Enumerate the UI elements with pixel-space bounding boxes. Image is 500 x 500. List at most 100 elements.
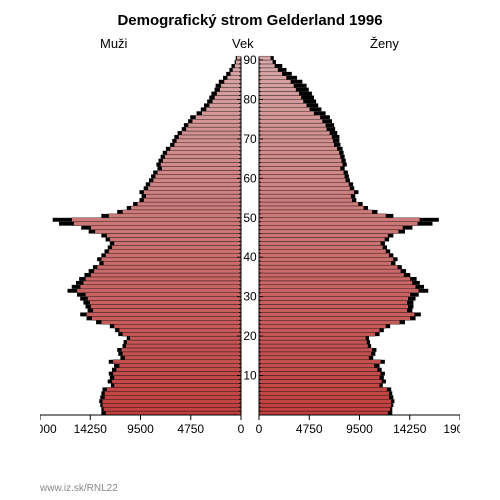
y-tick-label: 60: [243, 171, 257, 185]
male-bar: [170, 147, 241, 151]
female-bar: [259, 60, 273, 64]
male-bar: [146, 194, 241, 198]
male-bar: [212, 99, 241, 103]
female-bar: [259, 72, 282, 76]
male-bar: [192, 119, 241, 123]
male-bar: [123, 332, 241, 336]
y-tick-label: 30: [243, 290, 257, 304]
female-bar: [259, 80, 291, 84]
female-bar: [259, 383, 380, 387]
female-bar: [259, 167, 340, 171]
male-bar: [161, 163, 241, 167]
male-bar: [220, 88, 241, 92]
female-bar: [259, 281, 412, 285]
female-bar: [259, 336, 366, 340]
female-bar: [259, 174, 345, 178]
male-bar: [107, 234, 241, 238]
female-bar: [259, 352, 371, 356]
male-bar: [155, 174, 241, 178]
x-tick-label: 0: [256, 422, 263, 436]
plot-area: 1900019000142501425095009500475047500010…: [40, 55, 460, 445]
male-bar: [162, 167, 241, 171]
male-bar: [221, 84, 241, 88]
male-bar: [83, 281, 241, 285]
female-bar: [259, 64, 275, 68]
female-bar: [259, 88, 296, 92]
female-bar: [259, 265, 398, 269]
male-bar: [215, 96, 241, 100]
female-bar: [259, 107, 310, 111]
male-bar: [130, 336, 241, 340]
x-tick-label: 4750: [177, 422, 204, 436]
female-bar: [259, 68, 278, 72]
male-bar: [167, 151, 241, 155]
male-bar: [106, 411, 241, 415]
female-bar: [259, 368, 377, 372]
male-bar: [72, 218, 241, 222]
male-bar: [125, 356, 241, 360]
male-bar: [233, 68, 241, 72]
male-bar: [101, 320, 241, 324]
female-bar: [259, 56, 271, 60]
female-bar: [259, 143, 334, 147]
male-bar: [119, 364, 241, 368]
male-bar: [109, 249, 241, 253]
female-bar: [259, 320, 400, 324]
male-bar: [107, 387, 241, 391]
x-tick-label: 14250: [74, 422, 108, 436]
male-bar: [87, 312, 241, 316]
y-tick-label: 50: [243, 211, 257, 225]
female-bar: [259, 407, 390, 411]
female-bar: [259, 257, 393, 261]
male-bar: [119, 328, 241, 332]
male-bar: [110, 238, 241, 242]
female-bar: [259, 111, 314, 115]
female-bar: [259, 84, 294, 88]
female-bar: [259, 241, 381, 245]
male-bar: [196, 115, 241, 119]
female-bar: [259, 206, 364, 210]
male-bar: [77, 289, 241, 293]
female-bar: [259, 131, 330, 135]
chart-title: Demografický strom Gelderland 1996: [0, 12, 500, 29]
male-bar: [97, 265, 241, 269]
male-bar: [123, 352, 241, 356]
female-bar: [259, 226, 403, 230]
male-bar: [114, 324, 241, 328]
y-tick-label: 20: [243, 329, 257, 343]
male-bar: [230, 72, 241, 76]
male-bar: [182, 131, 241, 135]
male-bar: [91, 273, 241, 277]
female-bar: [259, 234, 388, 238]
female-bar: [259, 249, 386, 253]
male-bar: [202, 111, 241, 115]
y-tick-label: 10: [243, 369, 257, 383]
male-bar: [224, 80, 241, 84]
x-tick-label: 0: [238, 422, 245, 436]
male-bar: [148, 186, 241, 190]
female-bar: [259, 312, 415, 316]
female-bar: [259, 198, 352, 202]
male-bar: [144, 198, 241, 202]
male-bar: [126, 344, 241, 348]
female-bar: [259, 340, 367, 344]
male-bar: [103, 407, 241, 411]
male-bar: [144, 190, 241, 194]
male-bar: [186, 127, 241, 131]
female-bar: [259, 163, 343, 167]
female-bar: [259, 230, 399, 234]
female-bar: [259, 305, 408, 309]
x-tick-label: 9500: [346, 422, 373, 436]
female-bar: [259, 395, 389, 399]
male-bar: [113, 372, 241, 376]
male-bar: [102, 399, 241, 403]
female-bar: [259, 387, 387, 391]
male-bar: [179, 135, 241, 139]
female-bar: [259, 332, 375, 336]
female-bar: [259, 360, 381, 364]
male-bar: [174, 143, 241, 147]
female-bar: [259, 348, 372, 352]
male-bar: [85, 293, 241, 297]
female-bar: [259, 380, 382, 384]
male-bar: [105, 395, 241, 399]
